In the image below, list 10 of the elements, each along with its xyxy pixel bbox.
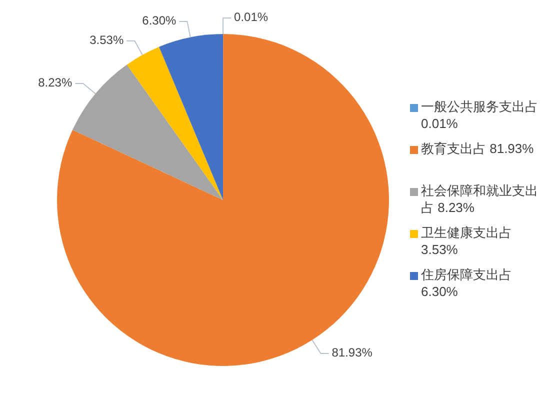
- data-label: 8.23%: [38, 76, 72, 90]
- legend-label: 卫生健康支出占 3.53%: [421, 225, 512, 258]
- legend-label: 社会保障和就业支出占 8.23%: [421, 183, 538, 216]
- data-label: 3.53%: [90, 33, 124, 48]
- legend-label: 教育支出占 81.93%: [421, 141, 534, 156]
- data-label: 6.30%: [142, 14, 177, 28]
- data-label: 0.01%: [234, 10, 268, 24]
- legend-label: 一般公共服务支出占 0.01%: [421, 99, 538, 132]
- data-label: 81.93%: [332, 346, 373, 360]
- legend-label: 住房保障支出占 6.30%: [420, 267, 512, 300]
